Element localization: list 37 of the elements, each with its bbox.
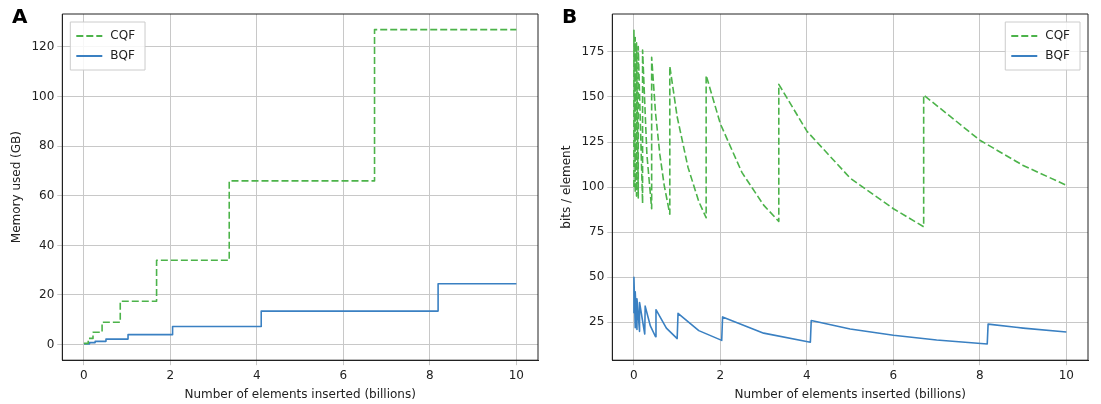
x-tick-label: 0 [630,367,638,382]
y-tick-label: 0 [46,336,55,351]
y-tick-label: 60 [39,187,55,202]
y-tick-label: 120 [31,39,55,54]
y-tick-label: 20 [39,287,55,302]
x-tick-label: 4 [803,367,811,382]
y-tick-label: 100 [581,179,605,194]
legend-label: CQF [110,28,136,43]
y-tick-label: 80 [39,138,55,153]
x-axis-title: Number of elements inserted (billions) [734,386,966,401]
y-tick-label: 40 [39,237,55,252]
x-axis-title: Number of elements inserted (billions) [184,386,416,401]
y-axis-title: bits / element [559,145,574,229]
y-tick-label: 50 [589,269,605,284]
y-tick-label: 125 [581,134,605,149]
x-tick-label: 2 [716,367,725,382]
x-tick-label: 2 [166,367,175,382]
x-tick-label: 8 [976,367,984,382]
y-tick-label: 100 [31,88,55,103]
line-series [633,29,1068,228]
x-tick-label: 8 [426,367,434,382]
x-tick-label: 0 [80,367,88,382]
chart-title: B [562,4,578,29]
y-axis-title: Memory used (GB) [9,131,24,244]
chart-title: A [12,4,28,29]
legend-label: BQF [1045,48,1070,63]
x-tick-label: 6 [889,367,898,382]
x-tick-label: 10 [1058,367,1075,382]
x-tick-label: 6 [339,367,348,382]
legend-label: CQF [1045,28,1071,43]
x-tick-label: 10 [508,367,525,382]
y-tick-label: 150 [581,89,605,104]
x-tick-label: 4 [253,367,261,382]
y-tick-label: 75 [589,224,605,239]
legend-label: BQF [110,48,135,63]
y-tick-label: 175 [581,43,605,58]
y-tick-label: 25 [589,314,605,329]
